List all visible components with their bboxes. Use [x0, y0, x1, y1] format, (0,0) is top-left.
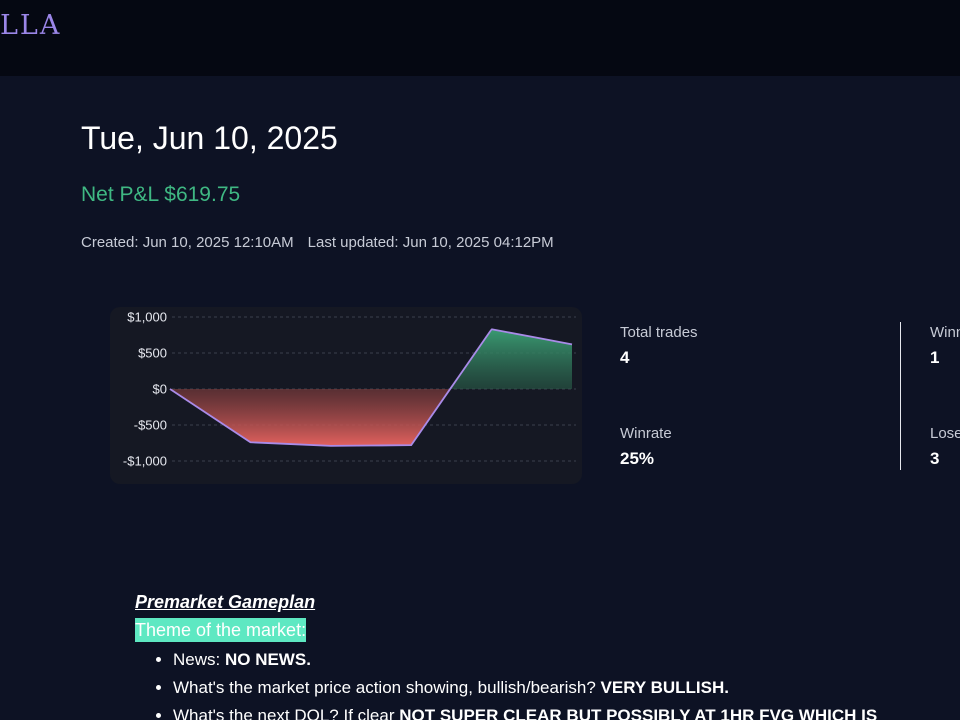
pnl-area-chart: $1,000 $500 $0 -$500 -$1,000	[123, 310, 576, 469]
winrate-label: Winrate	[620, 425, 672, 442]
stats-divider	[900, 322, 901, 470]
y-tick-label: $0	[153, 382, 167, 397]
losers-label: Lose	[930, 425, 960, 442]
top-navigation-bar: LLA	[0, 0, 960, 76]
total-trades-value: 4	[620, 348, 630, 367]
pnl-chart-card: $1,000 $500 $0 -$500 -$1,000	[110, 307, 582, 484]
journal-notes[interactable]: Premarket Gameplan Theme of the market: …	[135, 590, 960, 720]
profit-area	[170, 329, 572, 389]
bullet-text: What's the market price action showing, …	[173, 678, 601, 697]
bullet-text: News:	[173, 650, 225, 669]
winners-value: 1	[930, 348, 940, 367]
bullet-text: What's the next DOL? If clear	[173, 706, 400, 720]
winners-label: Winn	[930, 324, 960, 341]
created-timestamp: Created: Jun 10, 2025 12:10AM	[81, 234, 294, 251]
bullet-answer: NO NEWS.	[224, 650, 311, 669]
y-tick-label: $1,000	[127, 310, 167, 325]
theme-line: Theme of the market:	[135, 618, 960, 644]
notes-bullet-list: News: NO NEWS. What's the market price a…	[135, 646, 960, 720]
y-tick-label: -$1,000	[123, 454, 167, 469]
stats-right-column: Winn 1 Lose 3	[930, 322, 960, 472]
total-trades-label: Total trades	[620, 324, 698, 341]
app-logo[interactable]: LLA	[0, 10, 62, 41]
page-title: Tue, Jun 10, 2025	[81, 120, 338, 156]
list-item: News: NO NEWS.	[173, 646, 960, 674]
net-pnl-value: Net P&L $619.75	[81, 183, 241, 206]
journal-timestamps: Created: Jun 10, 2025 12:10AM Last update…	[81, 233, 554, 253]
y-tick-label: $500	[138, 346, 167, 361]
pnl-series-line	[169, 328, 573, 447]
theme-highlight: Theme of the market:	[135, 618, 307, 642]
bullet-answer: NOT SUPER CLEAR BUT POSSIBLY AT 1HR FVG …	[399, 706, 878, 720]
list-item: What's the next DOL? If clear NOT SUPER …	[173, 702, 960, 720]
notes-heading: Premarket Gameplan	[135, 592, 316, 612]
y-tick-label: -$500	[134, 418, 167, 433]
trade-stats-panel: Total trades 4 Winrate 25% Winn 1 Lose 3	[620, 322, 960, 472]
loss-area	[170, 389, 572, 446]
losers-value: 3	[930, 449, 940, 468]
bullet-answer: VERY BULLISH.	[600, 678, 729, 697]
list-item: What's the market price action showing, …	[173, 674, 960, 702]
last-updated-timestamp: Last updated: Jun 10, 2025 04:12PM	[307, 234, 554, 251]
winrate-value: 25%	[620, 449, 655, 468]
